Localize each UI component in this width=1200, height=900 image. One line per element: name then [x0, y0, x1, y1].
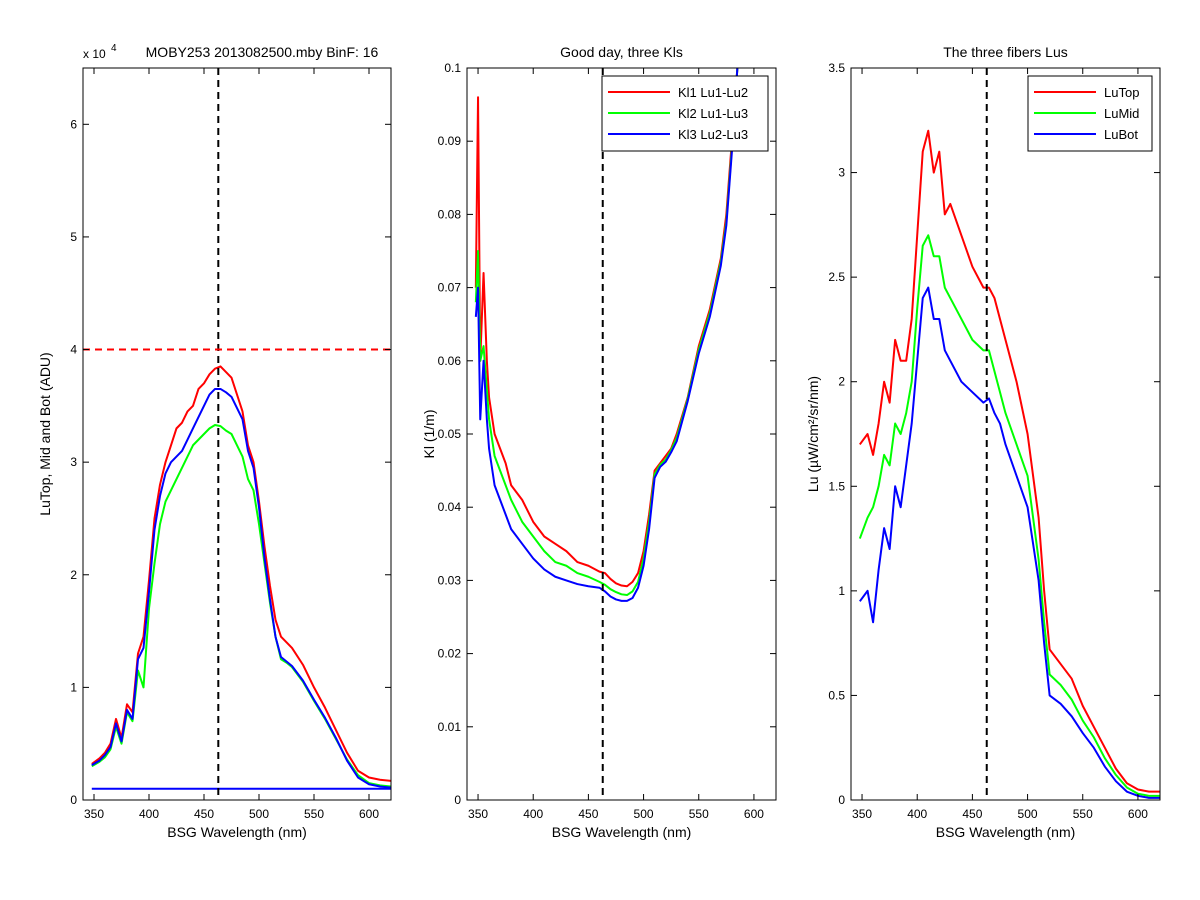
y-tick-label: 0.03 — [438, 573, 462, 587]
series-line-1 — [859, 129, 1160, 793]
y-tick-label: 0.09 — [438, 134, 462, 148]
x-tick-label: 600 — [1128, 807, 1148, 821]
y-tick-label: 1.5 — [828, 479, 845, 493]
legend-label: Kl2 Lu1-Lu3 — [678, 106, 748, 121]
legend-label: LuMid — [1104, 106, 1139, 121]
y-tick-label: 2 — [838, 375, 845, 389]
y-tick-label: 4 — [70, 343, 77, 357]
x-tick-label: 350 — [84, 807, 104, 821]
x-tick-label: 400 — [907, 807, 927, 821]
y-tick-label: 0.06 — [438, 354, 462, 368]
axes-frame — [850, 67, 1161, 801]
plot-area — [83, 68, 391, 800]
series-group — [474, 68, 739, 800]
x-tick-label: 600 — [744, 807, 764, 821]
y-tick-label: 3 — [70, 455, 77, 469]
y-tick-label: 0.04 — [438, 500, 462, 514]
x-tick-label: 600 — [359, 807, 379, 821]
legend: Kl1 Lu1-Lu2 Kl2 Lu1-Lu3 Kl3 Lu2-Lu3 — [601, 75, 769, 152]
chart-title: MOBY253 2013082500.mby BinF: 16 — [146, 44, 379, 60]
x-axis-label: BSG Wavelength (nm) — [936, 824, 1076, 840]
legend: LuTop LuMid LuBot — [1027, 75, 1153, 152]
plot-area — [467, 68, 776, 800]
y-tick-label: 1 — [838, 584, 845, 598]
y-axis-label: LuTop, Mid and Bot (ADU) — [37, 352, 53, 515]
y-tick-label: 0.02 — [438, 647, 462, 661]
x-tick-label: 450 — [194, 807, 214, 821]
x-tick-label: 450 — [962, 807, 982, 821]
y-tick-label: 2 — [70, 568, 77, 582]
x-tick-label: 500 — [634, 807, 654, 821]
y-tick-label: 3.5 — [828, 61, 845, 75]
chart-title: Good day, three Kls — [560, 44, 683, 60]
axes-frame — [82, 67, 392, 801]
x-tick-label: 350 — [468, 807, 488, 821]
y-tick-label: 0.5 — [828, 688, 845, 702]
series-group — [83, 68, 391, 800]
chart-panel-1: 350 400 450 500 550 600 0 1 2 3 4 5 6 x 10 4 MOBY253 20… — [37, 43, 392, 840]
series-line-3 — [474, 68, 739, 602]
series-line-2 — [858, 234, 1160, 797]
axis-exponent-power: 4 — [111, 43, 117, 54]
y-tick-label: 1 — [70, 680, 77, 694]
y-tick-label: 2.5 — [828, 270, 845, 284]
x-tick-label: 500 — [1018, 807, 1038, 821]
chart-panel-2: 350 400 450 500 550 600 0 0.01 0.02 0.03 0.04 0.05 0… — [421, 44, 777, 840]
y-tick-label: 0.01 — [438, 720, 462, 734]
plot-area — [851, 68, 1160, 800]
y-tick-label: 6 — [70, 117, 77, 131]
y-tick-label: 0 — [70, 793, 77, 807]
x-tick-label: 500 — [249, 807, 269, 821]
y-tick-label: 0.08 — [438, 207, 462, 221]
y-axis-label: Lu (µW/cm²/sr/nm) — [805, 376, 821, 492]
x-tick-label: 400 — [139, 807, 159, 821]
y-tick-label: 3 — [838, 166, 845, 180]
x-tick-label: 550 — [304, 807, 324, 821]
series-line-3 — [859, 286, 1160, 799]
y-axis-label: Kl (1/m) — [421, 410, 437, 459]
x-axis-label: BSG Wavelength (nm) — [167, 824, 307, 840]
chart-title: The three fibers Lus — [943, 44, 1068, 60]
x-tick-label: 450 — [578, 807, 598, 821]
legend-label: Kl1 Lu1-Lu2 — [678, 85, 748, 100]
legend-label: LuTop — [1104, 85, 1139, 100]
x-tick-label: 550 — [1073, 807, 1093, 821]
y-tick-label: 0.05 — [438, 427, 462, 441]
legend-label: Kl3 Lu2-Lu3 — [678, 127, 748, 142]
y-tick-label: 0.1 — [444, 61, 461, 75]
y-tick-label: 0.07 — [438, 281, 462, 295]
axis-exponent: x 10 — [83, 47, 106, 61]
x-tick-label: 550 — [689, 807, 709, 821]
x-tick-label: 400 — [523, 807, 543, 821]
series-line-3 — [91, 387, 391, 789]
chart-panels: 350 400 450 500 550 600 0 1 2 3 4 5 6 x 10 4 MOBY253 20… — [37, 43, 1161, 840]
series-group — [858, 68, 1160, 800]
x-axis-label: BSG Wavelength (nm) — [552, 824, 692, 840]
y-tick-label: 0 — [454, 793, 461, 807]
legend-label: LuBot — [1104, 127, 1138, 142]
y-tick-label: 5 — [70, 230, 77, 244]
y-tick-label: 0 — [838, 793, 845, 807]
x-tick-label: 350 — [852, 807, 872, 821]
chart-panel-3: 350 400 450 500 550 600 0 0.5 1 1.5 2 2.5 3 3.5 The th… — [805, 44, 1161, 840]
